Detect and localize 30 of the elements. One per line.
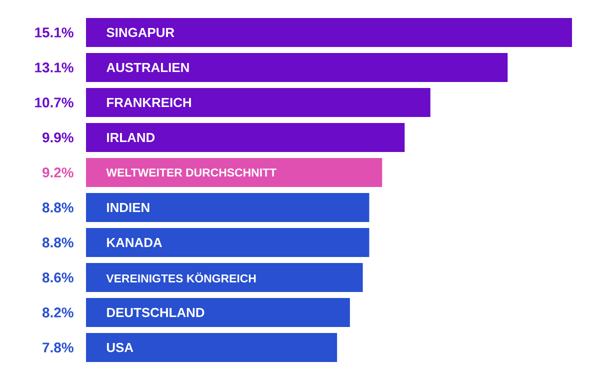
y-tick-label: KANADA xyxy=(107,238,162,247)
y-tick-label: WELTWEITER DURCHSCHNITT xyxy=(106,168,276,177)
data-label: 9.2% xyxy=(42,168,74,178)
y-tick-label: DEUTSCHLAND xyxy=(107,308,204,318)
bar xyxy=(86,158,382,187)
y-tick-label: FRANKREICH xyxy=(107,98,191,108)
data-label: 15.1% xyxy=(35,28,74,38)
data-label: 8.6% xyxy=(42,272,74,282)
bar xyxy=(86,193,370,222)
data-label: 8.2% xyxy=(42,308,74,318)
y-tick-label: USA xyxy=(106,342,134,352)
data-label: 8.8% xyxy=(42,238,74,248)
bar xyxy=(86,333,338,362)
bar xyxy=(86,18,572,47)
y-tick-label: VEREINIGTES KÖNGREICH xyxy=(106,272,256,282)
data-label: 10.7% xyxy=(35,98,74,108)
bar xyxy=(86,122,405,152)
y-tick-label: AUSTRALIEN xyxy=(106,62,189,72)
bar xyxy=(86,298,350,328)
y-tick-label: INDIEN xyxy=(107,203,150,212)
y-tick-label: SINGAPUR xyxy=(106,28,174,38)
bar xyxy=(86,263,363,292)
bar xyxy=(86,228,370,257)
y-tick-label: IRLAND xyxy=(107,133,155,142)
data-label: 7.8% xyxy=(42,342,74,352)
data-label: 8.8% xyxy=(42,202,74,212)
data-label: 13.1% xyxy=(35,62,74,72)
data-label: 9.9% xyxy=(42,132,74,142)
bar xyxy=(86,52,508,82)
bar xyxy=(86,88,430,117)
